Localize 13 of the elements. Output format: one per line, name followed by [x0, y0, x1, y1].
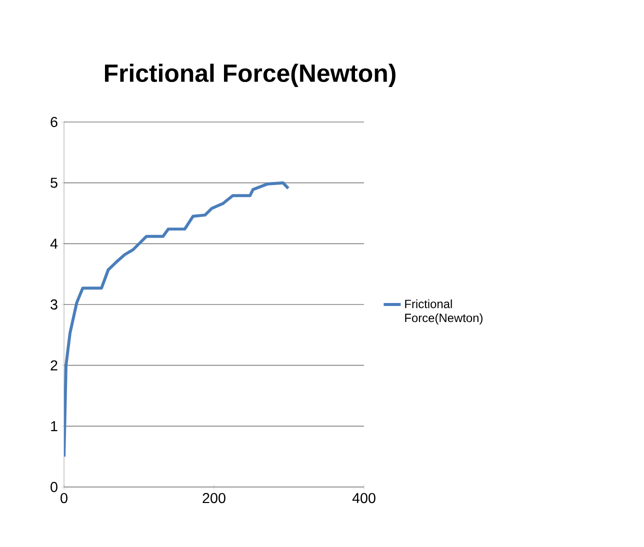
x-tick-label: 200: [202, 493, 226, 504]
y-tick-label: 0: [50, 482, 58, 492]
x-tick-label: 400: [352, 493, 376, 504]
y-tick-label: 5: [50, 178, 58, 188]
line-series: [64, 181, 290, 458]
y-tick-label: 3: [50, 299, 58, 310]
y-tick-label: 1: [51, 421, 58, 432]
y-tick-label: 4: [50, 238, 58, 249]
legend-label: Frictional Force(Newton): [405, 299, 482, 324]
y-tick-label: 6: [50, 116, 58, 128]
y-tick-label: 2: [50, 360, 58, 370]
x-tick-label: 0: [60, 493, 68, 504]
chart-title: Frictional Force(Newton): [104, 64, 396, 87]
